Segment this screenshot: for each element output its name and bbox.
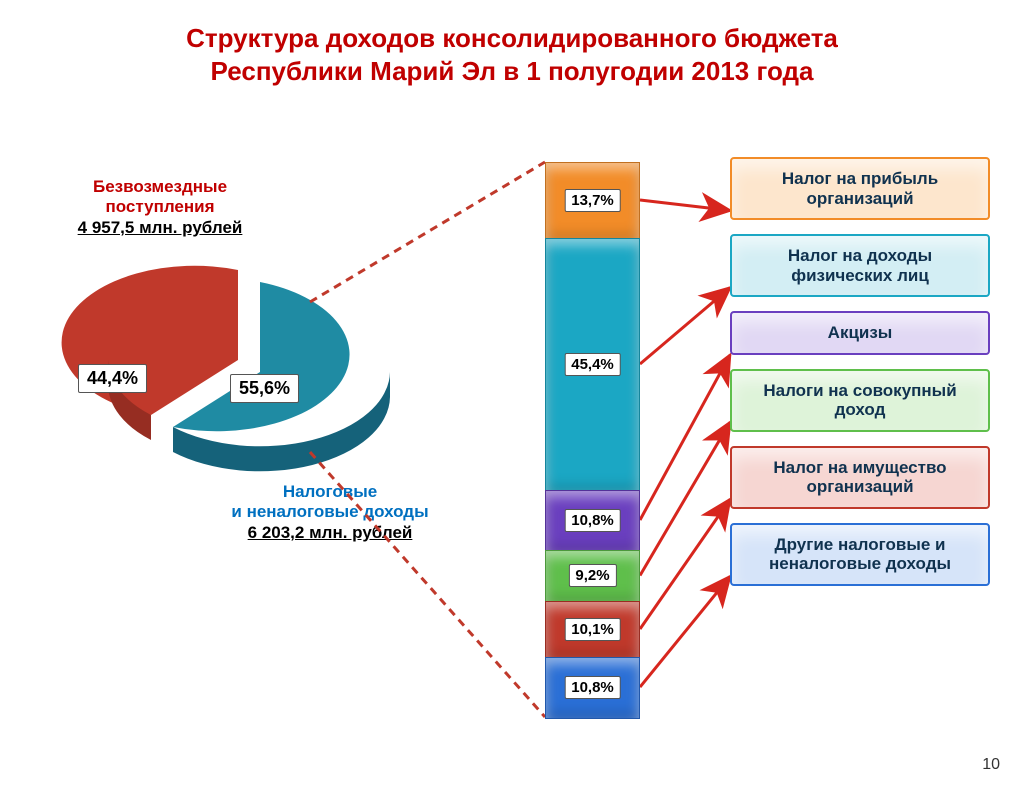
chart-title: Структура доходов консолидированного бюд… bbox=[60, 22, 964, 87]
category-box-0: Налог на прибыль организаций bbox=[730, 157, 990, 220]
pie-pct-taxes: 55,6% bbox=[230, 374, 299, 403]
bar-segment-label-prop_tax: 10,1% bbox=[564, 618, 621, 641]
grants-amount: 4 957,5 млн. рублей bbox=[78, 218, 243, 237]
category-box-3: Налоги на совокупный доход bbox=[730, 369, 990, 432]
bar-segment-label-profit_tax: 13,7% bbox=[564, 189, 621, 212]
arrow-pit bbox=[640, 288, 730, 364]
category-list: Налог на прибыль организаций Налог на дох… bbox=[730, 157, 990, 600]
bar-segment-label-agg_tax: 9,2% bbox=[568, 564, 616, 587]
taxes-title2: и неналоговые доходы bbox=[231, 502, 428, 521]
stacked-bar: 13,7% 45,4% 10,8% 9,2% 10,1% 10,8% bbox=[545, 162, 640, 717]
title-line1: Структура доходов консолидированного бюд… bbox=[186, 23, 838, 53]
category-box-5: Другие налоговые и неналоговые доходы bbox=[730, 523, 990, 586]
title-line2: Республики Марий Эл в 1 полугодии 2013 г… bbox=[211, 56, 814, 86]
arrow-agg_tax bbox=[640, 422, 730, 575]
arrow-excise bbox=[640, 355, 730, 520]
category-box-2: Акцизы bbox=[730, 311, 990, 355]
bar-segment-label-other: 10,8% bbox=[564, 676, 621, 699]
bar-segment-label-pit: 45,4% bbox=[564, 353, 621, 376]
arrow-profit_tax bbox=[640, 200, 730, 211]
pie-pct-grants: 44,4% bbox=[78, 364, 147, 393]
arrow-other bbox=[640, 576, 730, 687]
page-number: 10 bbox=[982, 756, 1000, 774]
arrow-prop_tax bbox=[640, 499, 730, 629]
taxes-amount: 6 203,2 млн. рублей bbox=[248, 523, 413, 542]
category-box-1: Налог на доходы физических лиц bbox=[730, 234, 990, 297]
pie-label-grants: Безвозмездные поступления 4 957,5 млн. р… bbox=[60, 177, 260, 238]
category-box-4: Налог на имущество организаций bbox=[730, 446, 990, 509]
bar-segment-label-excise: 10,8% bbox=[564, 509, 621, 532]
grants-title: Безвозмездные поступления bbox=[93, 177, 227, 216]
